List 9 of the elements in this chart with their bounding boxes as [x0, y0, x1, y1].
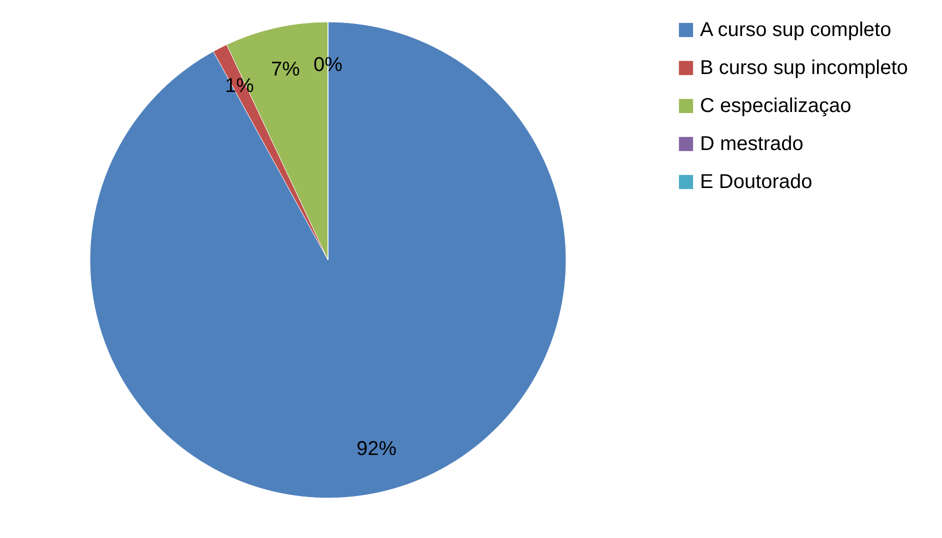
pie-slice: [90, 22, 566, 498]
text: 0%: [314, 54, 342, 76]
data-label: 92%: [356, 438, 397, 460]
data-label: 7%: [270, 58, 300, 81]
legend-label: A curso sup completo: [700, 19, 892, 41]
legend-label: B curso sup incompleto: [700, 57, 908, 79]
legend-label: E Doutorado: [700, 171, 812, 193]
legend-label: D mestrado: [700, 133, 804, 155]
legend-label: C especializaçao: [700, 95, 852, 117]
